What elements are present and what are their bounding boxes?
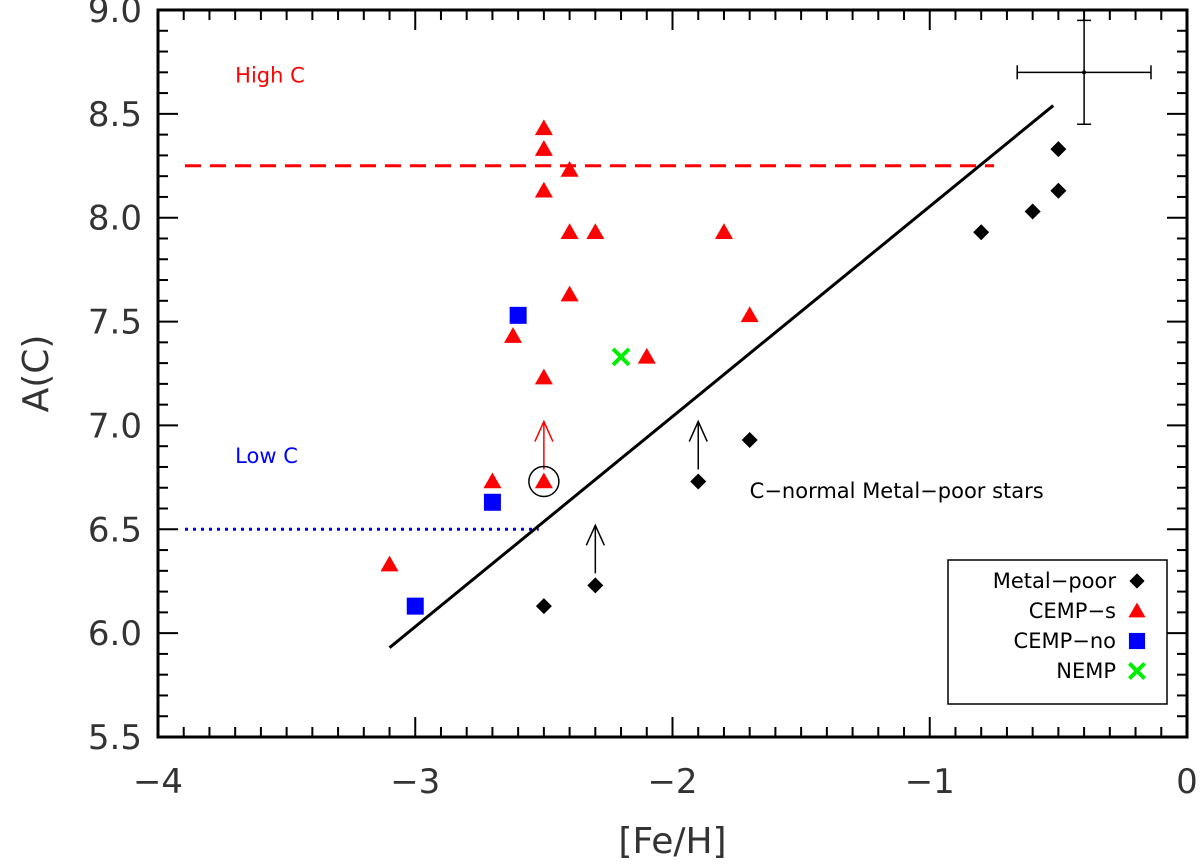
cemp-s-point xyxy=(637,347,656,364)
y-axis-title: A(C) xyxy=(16,335,57,413)
cemp-s-point xyxy=(534,181,553,198)
legend-label-nemp: NEMP xyxy=(1056,659,1116,683)
cemp-s-point xyxy=(380,555,399,572)
lower-limit-arrow xyxy=(688,419,708,470)
lower-limit-arrow-head xyxy=(534,419,554,442)
y-tick-label: 6.0 xyxy=(88,614,142,654)
metal-poor-point xyxy=(587,577,604,594)
cemp-s-point xyxy=(504,327,523,343)
x-tick-label: −3 xyxy=(390,762,440,802)
legend-box xyxy=(947,559,1168,705)
cemp-s-point xyxy=(560,160,579,177)
legend-marker-metal-poor xyxy=(1129,573,1145,589)
x-tick-label: 0 xyxy=(1176,762,1198,802)
metal-poor-point xyxy=(973,224,990,241)
metal-poor-point xyxy=(535,598,552,615)
fit-line xyxy=(388,104,1055,649)
y-tick-label: 9.0 xyxy=(88,0,142,31)
legend-marker-cemp-s xyxy=(1128,602,1146,618)
nemp-point xyxy=(611,347,631,367)
legend-marker-nemp xyxy=(1127,661,1147,681)
cemp-s-point xyxy=(534,368,553,385)
low-c-label: Low C xyxy=(235,444,298,468)
x-tick-label: −4 xyxy=(133,762,183,802)
metal-poor-point xyxy=(1050,182,1067,199)
cemp-s-point xyxy=(534,140,553,156)
legend-label-metal-poor: Metal−poor xyxy=(993,569,1117,593)
x-axis-title: [Fe/H] xyxy=(618,821,726,862)
metal-poor-point xyxy=(690,473,707,490)
cemp-s-point xyxy=(560,223,579,240)
legend-label-cemp-s: CEMP−s xyxy=(1029,599,1116,623)
x-tick-label: −2 xyxy=(647,762,697,802)
cemp-s-point xyxy=(534,472,553,489)
y-tick-label: 7.5 xyxy=(88,303,142,343)
metal-poor-point xyxy=(1024,203,1041,220)
x-tick-label: −1 xyxy=(905,762,955,802)
y-tick-label: 5.5 xyxy=(88,718,142,758)
y-tick-label: 7.0 xyxy=(88,406,142,446)
lower-limit-arrow-head xyxy=(585,523,606,546)
lower-limit-arrow-head xyxy=(688,419,708,442)
metal-poor-point xyxy=(1050,141,1067,158)
cemp-s-point xyxy=(534,119,553,136)
cemp-s-point xyxy=(586,223,605,240)
c-normal-label: C−normal Metal−poor stars xyxy=(750,479,1044,503)
y-tick-label: 8.0 xyxy=(88,199,142,239)
high-c-label: High C xyxy=(235,64,305,88)
cemp-no-point xyxy=(483,493,501,511)
cemp-no-point xyxy=(406,597,424,615)
y-tick-label: 6.5 xyxy=(88,510,142,550)
plot-frame xyxy=(156,8,1189,739)
metal-poor-point xyxy=(741,431,758,448)
lower-limit-arrow xyxy=(585,523,606,574)
highlight-circle xyxy=(528,465,560,498)
cemp-s-point xyxy=(483,472,502,489)
legend: Metal−poor CEMP−s CEMP−no NEMP xyxy=(947,559,1168,705)
lower-limit-arrow xyxy=(534,419,554,470)
cemp-s-point xyxy=(560,285,579,302)
cemp-s-point xyxy=(714,223,733,240)
y-tick-label: 8.5 xyxy=(88,95,142,135)
error-bar-center xyxy=(1082,70,1087,75)
cemp-no-point xyxy=(509,306,527,324)
legend-label-cemp-no: CEMP−no xyxy=(1014,629,1116,653)
nemp-point-stroke xyxy=(611,347,631,367)
cemp-s-point xyxy=(740,306,759,323)
legend-marker-nemp-stroke xyxy=(1127,661,1147,681)
legend-marker-cemp-no xyxy=(1128,632,1146,650)
